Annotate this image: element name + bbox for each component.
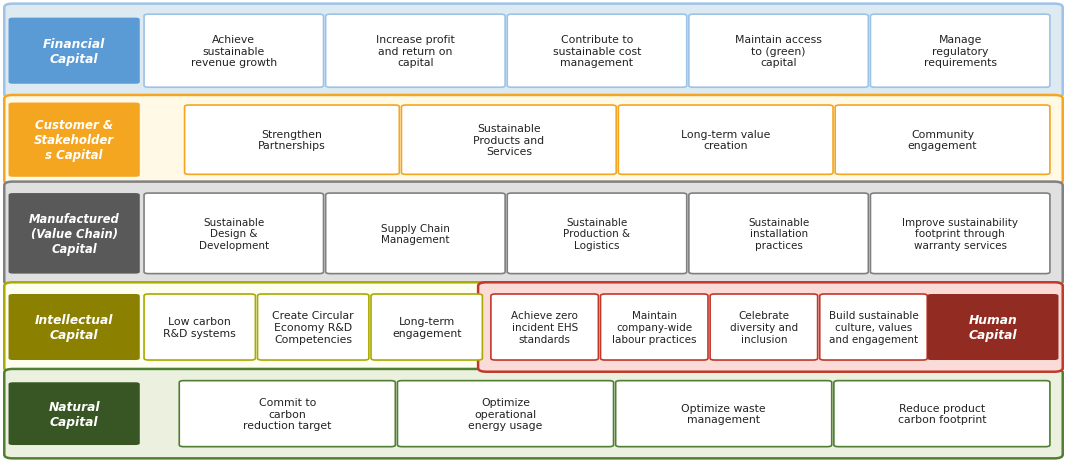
Text: Manage
regulatory
requirements: Manage regulatory requirements xyxy=(924,35,997,68)
FancyBboxPatch shape xyxy=(185,106,399,175)
FancyBboxPatch shape xyxy=(689,194,869,274)
FancyBboxPatch shape xyxy=(325,15,505,88)
FancyBboxPatch shape xyxy=(397,381,614,447)
FancyBboxPatch shape xyxy=(144,294,255,360)
FancyBboxPatch shape xyxy=(371,294,482,360)
Text: Build sustainable
culture, values
and engagement: Build sustainable culture, values and en… xyxy=(829,311,919,344)
FancyBboxPatch shape xyxy=(4,283,1063,372)
FancyBboxPatch shape xyxy=(257,294,369,360)
Text: Manufactured
(Value Chain)
Capital: Manufactured (Value Chain) Capital xyxy=(29,213,120,255)
Text: Achieve
sustainable
revenue growth: Achieve sustainable revenue growth xyxy=(191,35,276,68)
FancyBboxPatch shape xyxy=(4,369,1063,458)
Text: Maintain access
to (green)
capital: Maintain access to (green) capital xyxy=(735,35,822,68)
FancyBboxPatch shape xyxy=(401,106,616,175)
FancyBboxPatch shape xyxy=(491,294,599,360)
FancyBboxPatch shape xyxy=(4,96,1063,185)
FancyBboxPatch shape xyxy=(871,194,1050,274)
FancyBboxPatch shape xyxy=(819,294,927,360)
Text: Optimize
operational
energy usage: Optimize operational energy usage xyxy=(468,397,543,430)
FancyBboxPatch shape xyxy=(4,182,1063,286)
FancyBboxPatch shape xyxy=(144,194,323,274)
Text: Customer &
Stakeholder
s Capital: Customer & Stakeholder s Capital xyxy=(34,119,114,162)
Text: Increase profit
and return on
capital: Increase profit and return on capital xyxy=(376,35,455,68)
Text: Improve sustainability
footprint through
warranty services: Improve sustainability footprint through… xyxy=(903,217,1018,250)
FancyBboxPatch shape xyxy=(711,294,817,360)
FancyBboxPatch shape xyxy=(927,294,1058,360)
Text: Financial
Capital: Financial Capital xyxy=(43,38,106,66)
FancyBboxPatch shape xyxy=(507,15,687,88)
Text: Create Circular
Economy R&D
Competencies: Create Circular Economy R&D Competencies xyxy=(272,311,354,344)
Text: Commit to
carbon
reduction target: Commit to carbon reduction target xyxy=(243,397,332,430)
FancyBboxPatch shape xyxy=(616,381,832,447)
FancyBboxPatch shape xyxy=(9,382,140,445)
FancyBboxPatch shape xyxy=(325,194,505,274)
FancyBboxPatch shape xyxy=(478,283,1063,372)
FancyBboxPatch shape xyxy=(9,194,140,274)
Text: Long-term
engagement: Long-term engagement xyxy=(392,317,461,338)
FancyBboxPatch shape xyxy=(834,381,1050,447)
FancyBboxPatch shape xyxy=(689,15,869,88)
Text: Low carbon
R&D systems: Low carbon R&D systems xyxy=(163,317,236,338)
Text: Contribute to
sustainable cost
management: Contribute to sustainable cost managemen… xyxy=(553,35,641,68)
FancyBboxPatch shape xyxy=(144,15,323,88)
Text: Sustainable
installation
practices: Sustainable installation practices xyxy=(748,217,809,250)
FancyBboxPatch shape xyxy=(507,194,687,274)
Text: Human
Capital: Human Capital xyxy=(969,313,1017,341)
FancyBboxPatch shape xyxy=(9,103,140,177)
Text: Reduce product
carbon footprint: Reduce product carbon footprint xyxy=(897,403,986,425)
FancyBboxPatch shape xyxy=(601,294,708,360)
FancyBboxPatch shape xyxy=(9,19,140,85)
FancyBboxPatch shape xyxy=(618,106,833,175)
Text: Strengthen
Partnerships: Strengthen Partnerships xyxy=(258,130,325,151)
Text: Community
engagement: Community engagement xyxy=(908,130,977,151)
FancyBboxPatch shape xyxy=(179,381,396,447)
Text: Celebrate
diversity and
inclusion: Celebrate diversity and inclusion xyxy=(730,311,798,344)
Text: Sustainable
Design &
Development: Sustainable Design & Development xyxy=(198,217,269,250)
Text: Sustainable
Products and
Services: Sustainable Products and Services xyxy=(474,124,544,157)
Text: Achieve zero
incident EHS
standards: Achieve zero incident EHS standards xyxy=(511,311,578,344)
Text: Supply Chain
Management: Supply Chain Management xyxy=(381,223,450,244)
Text: Optimize waste
management: Optimize waste management xyxy=(682,403,766,425)
Text: Sustainable
Production &
Logistics: Sustainable Production & Logistics xyxy=(563,217,631,250)
Text: Maintain
company-wide
labour practices: Maintain company-wide labour practices xyxy=(612,311,697,344)
Text: Natural
Capital: Natural Capital xyxy=(48,400,100,428)
FancyBboxPatch shape xyxy=(871,15,1050,88)
FancyBboxPatch shape xyxy=(835,106,1050,175)
FancyBboxPatch shape xyxy=(4,5,1063,99)
FancyBboxPatch shape xyxy=(9,294,140,360)
Text: Intellectual
Capital: Intellectual Capital xyxy=(35,313,113,341)
Text: Long-term value
creation: Long-term value creation xyxy=(681,130,770,151)
